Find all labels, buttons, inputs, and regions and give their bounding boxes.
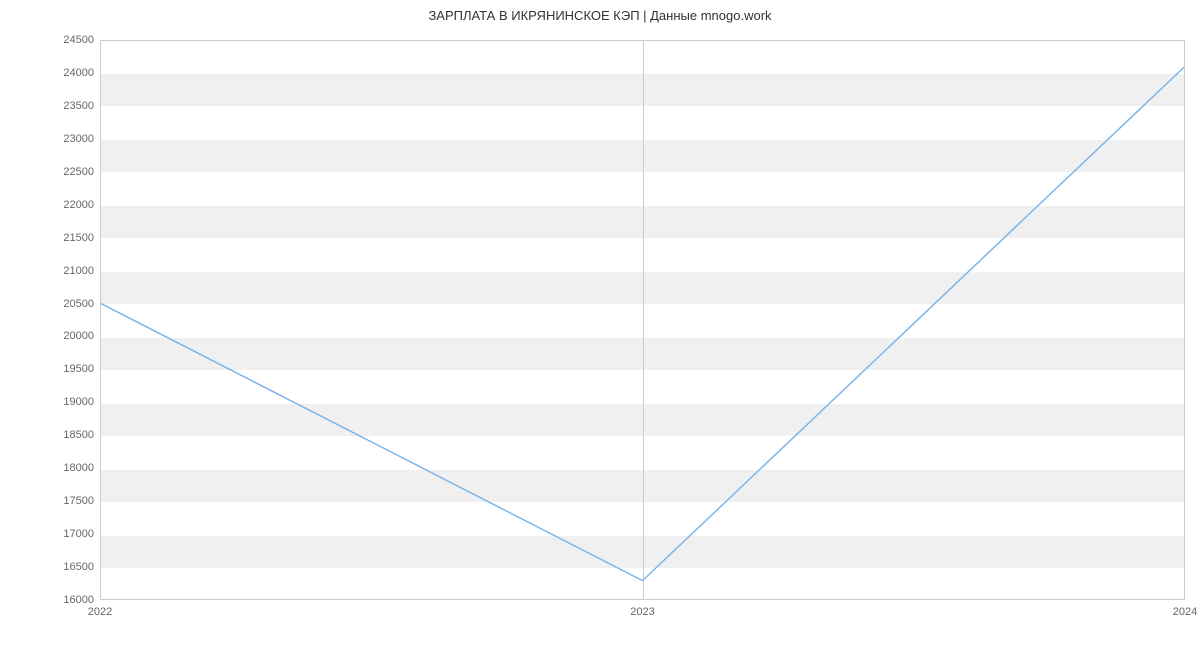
y-tick-label: 17000 xyxy=(63,528,100,540)
y-tick-label: 19000 xyxy=(63,396,100,408)
y-tick-label: 17500 xyxy=(63,495,100,507)
y-tick-label: 16500 xyxy=(63,561,100,573)
series-salary xyxy=(101,67,1184,580)
x-tick-label: 2024 xyxy=(1173,600,1197,618)
plot-wrap: 1600016500170001750018000185001900019500… xyxy=(100,40,1185,600)
chart-title: ЗАРПЛАТА В ИКРЯНИНСКОЕ КЭП | Данные mnog… xyxy=(0,8,1200,23)
line-series xyxy=(101,41,1184,599)
y-tick-label: 22000 xyxy=(63,199,100,211)
y-tick-label: 24500 xyxy=(63,34,100,46)
y-tick-label: 19500 xyxy=(63,363,100,375)
y-tick-label: 23000 xyxy=(63,133,100,145)
chart-container: ЗАРПЛАТА В ИКРЯНИНСКОЕ КЭП | Данные mnog… xyxy=(0,0,1200,650)
y-tick-label: 24000 xyxy=(63,67,100,79)
plot-area xyxy=(100,40,1185,600)
y-tick-label: 22500 xyxy=(63,166,100,178)
x-tick-label: 2023 xyxy=(630,600,654,618)
y-tick-label: 21500 xyxy=(63,232,100,244)
y-tick-label: 18500 xyxy=(63,429,100,441)
x-tick-label: 2022 xyxy=(88,600,112,618)
y-tick-label: 21000 xyxy=(63,265,100,277)
y-tick-label: 23500 xyxy=(63,100,100,112)
y-tick-label: 18000 xyxy=(63,462,100,474)
y-tick-label: 20000 xyxy=(63,330,100,342)
y-tick-label: 20500 xyxy=(63,298,100,310)
